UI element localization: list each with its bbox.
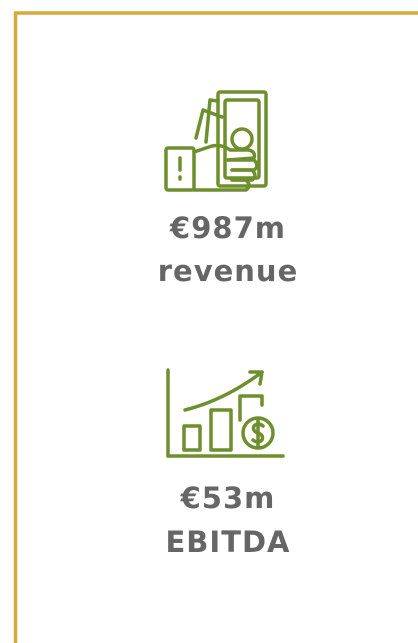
revenue-label: revenue — [158, 254, 299, 288]
revenue-icon — [164, 90, 268, 192]
ebitda-icon — [166, 368, 285, 458]
revenue-value: €987m — [169, 211, 286, 245]
ebitda-label: EBITDA — [165, 525, 290, 559]
ebitda-value: €53m — [180, 481, 276, 515]
